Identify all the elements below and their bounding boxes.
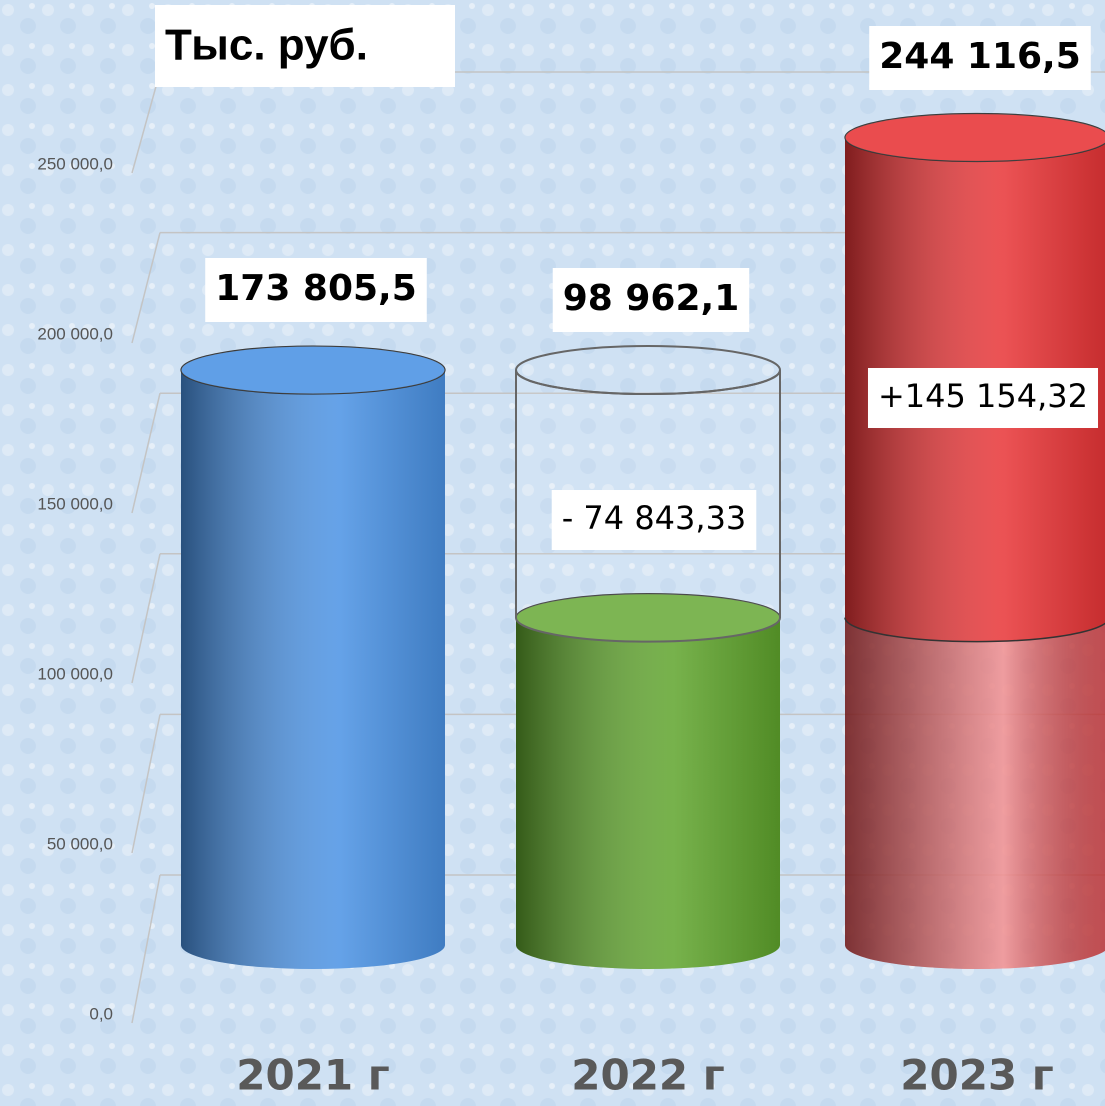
change-segment-top-shade [845, 113, 1105, 162]
value-label: 98 962,1 [563, 278, 740, 319]
grid-line [131, 393, 161, 514]
y-tick-label: 250 000,0 [37, 154, 113, 173]
x-tick-label: 2022 г [571, 1051, 724, 1100]
bar-top-shade [181, 346, 445, 395]
value-label: 244 116,5 [879, 36, 1081, 77]
x-tick-label: 2021 г [236, 1051, 389, 1100]
change-segment-top [844, 112, 1105, 163]
y-tick-label: 100 000,0 [37, 664, 113, 683]
grid-line [131, 714, 161, 854]
change-label: - 74 843,33 [562, 499, 747, 537]
change-label: +145 154,32 [878, 377, 1088, 415]
bar-top [180, 345, 446, 395]
value-label-box [205, 258, 427, 322]
bar-top-shade [516, 593, 780, 642]
title-box [155, 5, 455, 87]
y-tick-label: 200 000,0 [37, 324, 113, 343]
grid-line [131, 71, 161, 174]
change-segment-top [515, 345, 781, 396]
grid-line [131, 874, 161, 1024]
change-label-box [551, 490, 757, 550]
value-label: 173 805,5 [215, 268, 417, 309]
y-tick-label: 50 000,0 [47, 834, 113, 853]
x-tick-label: 2023 г [900, 1051, 1053, 1100]
change-label-box [867, 368, 1099, 428]
y-tick-label: 150 000,0 [37, 494, 113, 513]
y-tick-label: 0,0 [89, 1004, 113, 1023]
chart-title: Тыс. руб. [165, 21, 368, 70]
value-label-box [552, 268, 750, 332]
bar-shade [845, 617, 1105, 969]
value-label-box [869, 26, 1091, 90]
bar-shade [181, 370, 446, 969]
grid-line [131, 553, 161, 684]
bar-shade [516, 617, 780, 969]
segment-edge [844, 617, 1105, 643]
grid-line [131, 232, 161, 344]
